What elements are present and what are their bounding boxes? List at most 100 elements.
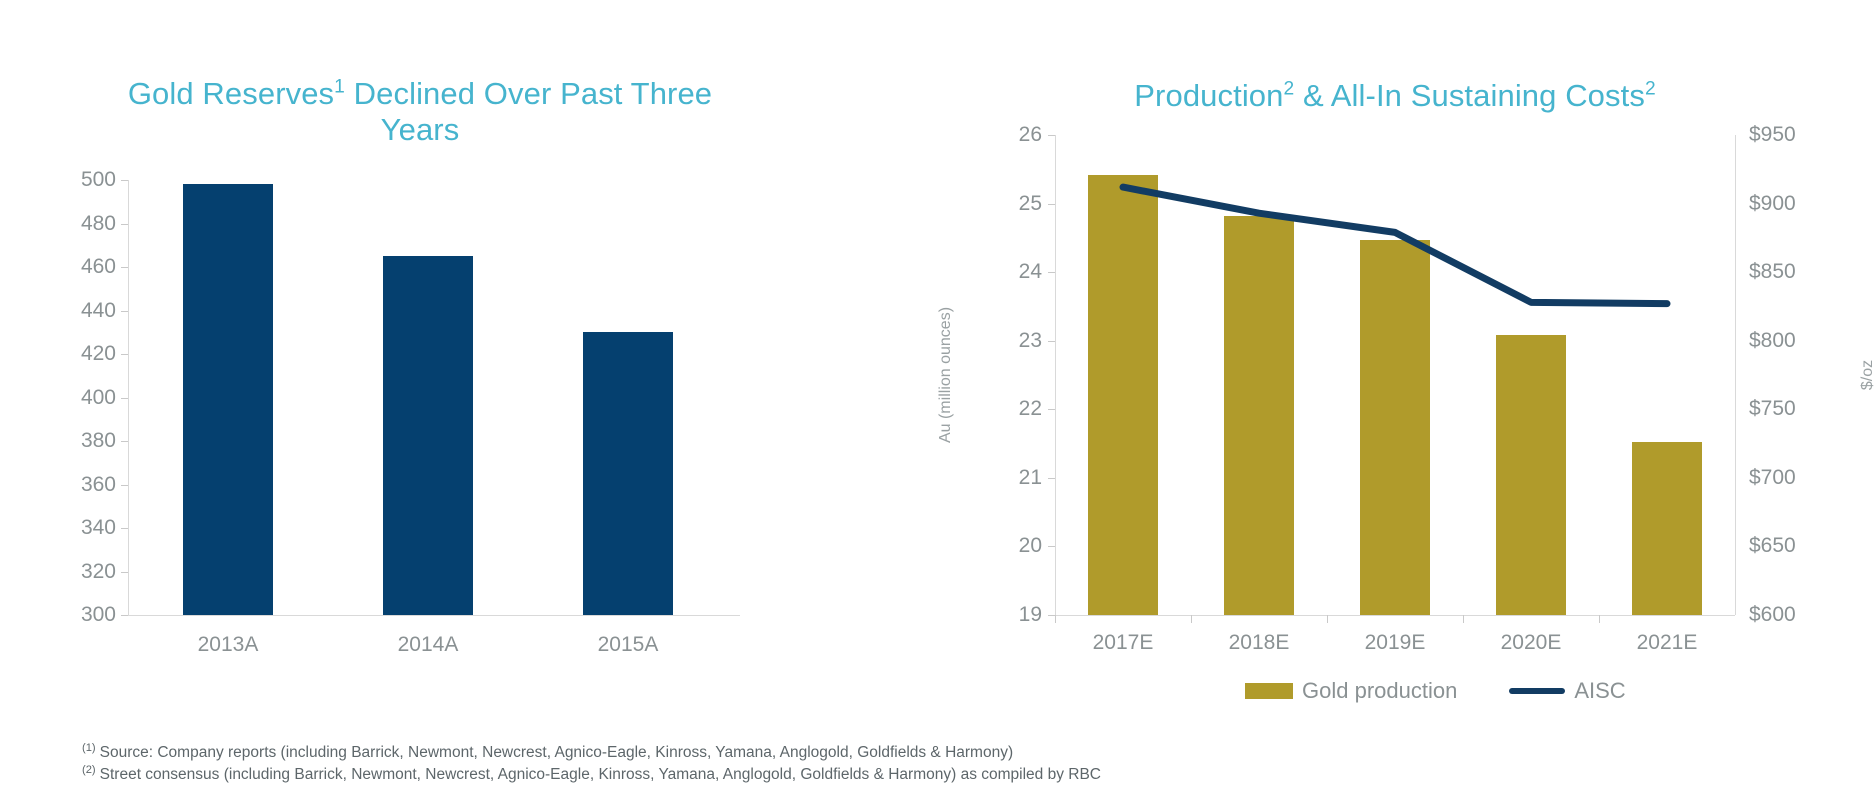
y2-tick-label: $600 xyxy=(1749,603,1796,626)
y-tick xyxy=(1048,272,1055,274)
y2-tick-label: $800 xyxy=(1749,328,1796,352)
x-tick xyxy=(1191,615,1192,623)
footnotes: (1) Source: Company reports (including Ba… xyxy=(82,742,1101,787)
y-tick xyxy=(1048,340,1055,342)
title-text-part2: & All-In Sustaining Costs xyxy=(1294,77,1645,113)
y-axis-line xyxy=(1055,135,1056,615)
aisc-line-series xyxy=(1119,183,1671,308)
y-tick xyxy=(1048,409,1055,411)
y-tick xyxy=(121,267,128,268)
bar-swatch-icon xyxy=(1245,683,1293,699)
y2-tick-label: $900 xyxy=(1749,191,1796,215)
y-tick xyxy=(121,571,128,573)
footnote-2-text: Street consensus (including Barrick, New… xyxy=(99,766,1101,784)
y-tick-label: 420 xyxy=(80,342,116,365)
legend-item-gold-production[interactable]: Gold production xyxy=(1245,678,1457,704)
y-tick-label: 21 xyxy=(1018,465,1042,489)
line-swatch-icon xyxy=(1509,688,1566,694)
y-tick-label: 460 xyxy=(80,255,116,278)
legend-label-aisc: AISC xyxy=(1574,678,1626,703)
footnote-1: (1) Source: Company reports (including Ba… xyxy=(82,742,1101,764)
y-axis-line xyxy=(128,180,129,615)
footnote-2-marker: (2) xyxy=(82,764,96,777)
y-tick xyxy=(121,484,128,486)
y2-tick-label: $650 xyxy=(1749,534,1796,558)
y-tick xyxy=(1048,477,1055,479)
y-tick-label: 480 xyxy=(80,211,116,235)
x-tick xyxy=(1327,615,1328,623)
x-tick-label: 2019E xyxy=(1364,631,1426,654)
x-tick-label: 2013A xyxy=(197,633,259,656)
y-tick xyxy=(121,441,128,442)
y-tick xyxy=(121,528,128,529)
gold-reserves-chart-title: Gold Reserves1 Declined Over Past Three … xyxy=(90,76,750,149)
x-tick xyxy=(1599,615,1600,623)
y2-axis-title: $/oz xyxy=(1859,359,1876,391)
title-text-part2: Declined Over Past Three Years xyxy=(344,75,713,148)
y2-tick-label: $700 xyxy=(1749,465,1796,489)
production-aisc-panel: Production2 & All-In Sustaining Costs2 1… xyxy=(900,0,1876,730)
footnote-marker-1: 1 xyxy=(334,76,345,98)
title-text-part1: Production xyxy=(1134,77,1284,113)
legend-label-gold-production: Gold production xyxy=(1302,678,1458,703)
y2-tick-label: $950 xyxy=(1749,123,1796,146)
gold-reserves-panel: Gold Reserves1 Declined Over Past Three … xyxy=(0,0,900,730)
bar xyxy=(383,256,473,615)
production-aisc-legend: Gold production AISC xyxy=(1245,678,1626,704)
x-axis-line xyxy=(128,615,740,616)
y-tick xyxy=(121,180,128,181)
y-tick-label: 360 xyxy=(80,472,116,496)
y-tick-label: 22 xyxy=(1018,397,1042,421)
legend-item-aisc[interactable]: AISC xyxy=(1509,678,1626,704)
y-tick-label: 440 xyxy=(80,298,116,322)
y-tick xyxy=(1048,615,1055,616)
x-tick xyxy=(1055,615,1056,623)
y-axis-title: Au (million ounces) xyxy=(937,306,954,444)
y-tick-label: 400 xyxy=(80,385,116,409)
production-aisc-plot-area: 19 20 21 22 23 24 25 26 $600 $650 $700 $750 $800 $850… xyxy=(937,123,1876,654)
y-tick-label: 320 xyxy=(80,559,116,583)
bar xyxy=(1224,215,1294,615)
y-tick-label: 23 xyxy=(1018,328,1042,352)
title-text-part1: Gold Reserves xyxy=(127,75,335,111)
y-tick xyxy=(1048,546,1055,548)
footnote-1-text: Source: Company reports (including Barri… xyxy=(99,744,1014,761)
y-tick xyxy=(1048,135,1055,136)
y-tick-label: 380 xyxy=(80,429,116,452)
bar xyxy=(1088,174,1158,615)
y-tick xyxy=(121,397,128,399)
bar xyxy=(1496,334,1566,615)
footnote-marker-2b: 2 xyxy=(1644,78,1656,100)
x-axis-line xyxy=(1055,615,1735,616)
x-tick xyxy=(1463,615,1464,623)
y2-tick-label: $750 xyxy=(1749,397,1796,421)
y2-axis-line xyxy=(1735,135,1736,615)
x-tick-label: 2017E xyxy=(1092,631,1154,654)
footnote-2: (2) Street consensus (including Barrick, … xyxy=(82,764,1101,786)
y-tick xyxy=(1048,203,1055,205)
gold-reserves-plot-area: 300320340360380400420440460480500Reserve… xyxy=(81,168,740,656)
y-tick-label: 340 xyxy=(80,516,116,539)
y-tick xyxy=(121,354,128,355)
x-tick-label: 2021E xyxy=(1636,631,1698,654)
bar xyxy=(583,332,673,615)
x-tick-label: 2020E xyxy=(1500,631,1562,654)
x-tick-label: 2015A xyxy=(597,633,659,656)
bar xyxy=(1632,441,1702,615)
footnote-1-marker: (1) xyxy=(82,741,96,754)
y-tick-label: 24 xyxy=(1018,260,1042,284)
y-tick xyxy=(121,615,128,616)
x-tick-label: 2018E xyxy=(1228,631,1290,654)
x-tick-label: 2014A xyxy=(397,633,459,656)
y-tick-label: 300 xyxy=(80,603,116,626)
bar xyxy=(1360,239,1430,615)
production-aisc-chart-title: Production2 & All-In Sustaining Costs2 xyxy=(930,78,1860,115)
y-tick-label: 25 xyxy=(1018,191,1042,215)
bar xyxy=(183,184,273,615)
y-tick-label: 20 xyxy=(1018,534,1042,558)
footnote-marker-2a: 2 xyxy=(1283,78,1295,100)
y-tick xyxy=(121,310,128,312)
y-tick xyxy=(121,223,128,225)
y-tick-label: 19 xyxy=(1018,603,1042,626)
